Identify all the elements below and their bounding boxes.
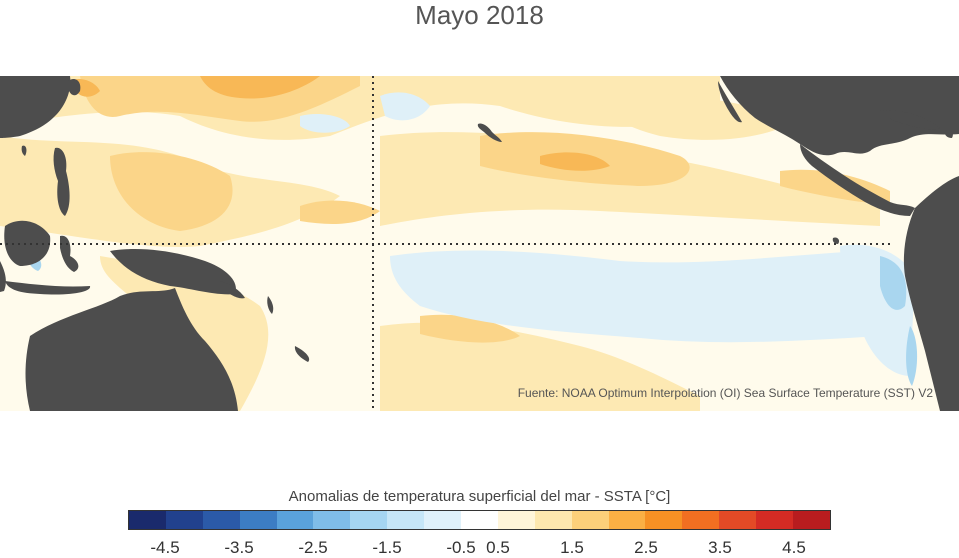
color-scale-cell bbox=[461, 511, 498, 529]
timor-islands bbox=[5, 281, 91, 295]
color-scale-cell bbox=[129, 511, 166, 529]
color-scale-cell bbox=[719, 511, 757, 529]
solomon-islands bbox=[220, 281, 245, 299]
color-scale-cell bbox=[497, 511, 535, 529]
color-scale-cell bbox=[202, 511, 240, 529]
color-scale-cell bbox=[682, 511, 720, 529]
map-svg bbox=[0, 76, 959, 411]
borneo-island bbox=[4, 220, 51, 266]
caribbean-islands bbox=[944, 129, 953, 138]
cool-anomaly-mid bbox=[28, 251, 918, 386]
color-scale-cell bbox=[571, 511, 609, 529]
legend-tick-label: 2.5 bbox=[634, 538, 658, 557]
hawaii-islands bbox=[477, 123, 502, 142]
sulawesi-island bbox=[60, 235, 79, 272]
color-scale-bar bbox=[128, 510, 831, 530]
taiwan-island bbox=[21, 145, 27, 156]
color-scale-cell bbox=[645, 511, 683, 529]
south-america bbox=[903, 176, 959, 411]
north-america bbox=[720, 76, 959, 156]
sst-anomaly-map bbox=[0, 76, 959, 411]
philippines-islands bbox=[53, 147, 70, 216]
legend-tick-label: 0.5 bbox=[486, 538, 510, 557]
reference-lines bbox=[0, 76, 890, 411]
color-scale-cell bbox=[313, 511, 351, 529]
legend-tick-label: -2.5 bbox=[298, 538, 328, 557]
color-scale-cell bbox=[165, 511, 203, 529]
legend-tick-label: 4.5 bbox=[782, 538, 806, 557]
map-title: Mayo 2018 bbox=[415, 0, 544, 30]
color-scale-cell bbox=[534, 511, 572, 529]
sumatra-island bbox=[0, 261, 6, 292]
australia bbox=[25, 288, 238, 411]
color-scale-cell bbox=[608, 511, 646, 529]
color-scale-cell bbox=[793, 511, 830, 529]
color-scale-cell bbox=[239, 511, 277, 529]
new-guinea bbox=[110, 249, 236, 295]
legend-tick-label: -4.5 bbox=[150, 538, 180, 557]
japan-island bbox=[68, 79, 81, 96]
legend-title: Anomalias de temperatura superficial del… bbox=[288, 488, 671, 505]
data-source-note: Fuente: NOAA Optimum Interpolation (OI) … bbox=[517, 386, 933, 400]
color-scale-cell bbox=[756, 511, 794, 529]
color-scale-cell bbox=[424, 511, 462, 529]
legend-tick-label: -0.5 bbox=[446, 538, 476, 557]
color-scale-cell bbox=[387, 511, 425, 529]
legend-tick-label: -1.5 bbox=[372, 538, 402, 557]
legend-tick-label: -3.5 bbox=[224, 538, 254, 557]
land-masses bbox=[0, 76, 959, 411]
central-america bbox=[800, 144, 915, 216]
color-scale-cell bbox=[350, 511, 388, 529]
galapagos-islands bbox=[832, 237, 840, 244]
new-caledonia bbox=[294, 346, 310, 362]
asia-landmass bbox=[0, 76, 71, 138]
color-scale-cell bbox=[276, 511, 314, 529]
legend-tick-label: 1.5 bbox=[560, 538, 584, 557]
baja-california bbox=[718, 81, 742, 123]
vanuatu-islands bbox=[267, 296, 274, 314]
cuba-island bbox=[880, 110, 940, 130]
legend-tick-label: 3.5 bbox=[708, 538, 732, 557]
